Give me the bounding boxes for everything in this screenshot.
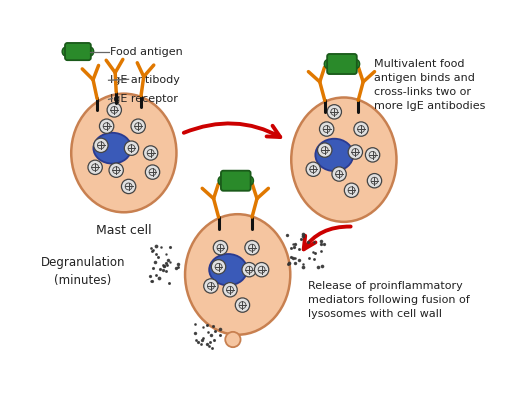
- Ellipse shape: [62, 47, 69, 56]
- Ellipse shape: [218, 176, 225, 185]
- Circle shape: [348, 145, 363, 159]
- Circle shape: [143, 146, 158, 160]
- Text: Degranulation
(minutes): Degranulation (minutes): [41, 256, 125, 287]
- Ellipse shape: [209, 254, 247, 285]
- Circle shape: [204, 279, 218, 293]
- Circle shape: [332, 167, 346, 181]
- Ellipse shape: [315, 139, 353, 171]
- FancyBboxPatch shape: [221, 171, 250, 191]
- Circle shape: [255, 263, 269, 277]
- Circle shape: [225, 332, 241, 347]
- FancyBboxPatch shape: [327, 54, 357, 74]
- Ellipse shape: [71, 94, 176, 212]
- Circle shape: [245, 241, 259, 255]
- Circle shape: [211, 260, 226, 274]
- Circle shape: [344, 183, 359, 197]
- Text: Multivalent food
antigen binds and
cross-links two or
more IgE antibodies: Multivalent food antigen binds and cross…: [374, 59, 486, 111]
- Circle shape: [100, 119, 114, 133]
- Text: Release of proinflammatory
mediators following fusion of
lysosomes with cell wal: Release of proinflammatory mediators fol…: [307, 281, 469, 319]
- Ellipse shape: [93, 133, 131, 163]
- Circle shape: [121, 179, 136, 194]
- Text: Mast cell: Mast cell: [96, 224, 152, 237]
- Circle shape: [354, 122, 368, 136]
- Circle shape: [320, 122, 334, 136]
- Ellipse shape: [324, 60, 331, 68]
- Circle shape: [367, 174, 382, 188]
- Circle shape: [131, 119, 145, 133]
- Ellipse shape: [353, 60, 360, 68]
- Circle shape: [93, 138, 108, 152]
- Text: Food antigen: Food antigen: [110, 46, 183, 57]
- Ellipse shape: [87, 47, 93, 56]
- Circle shape: [223, 283, 237, 297]
- Circle shape: [88, 160, 102, 174]
- Text: IgE receptor: IgE receptor: [110, 94, 178, 105]
- Circle shape: [235, 298, 249, 312]
- Circle shape: [306, 162, 321, 176]
- Text: IgE antibody: IgE antibody: [110, 75, 180, 85]
- Circle shape: [145, 165, 160, 179]
- Circle shape: [242, 263, 257, 277]
- Circle shape: [365, 148, 380, 162]
- Circle shape: [107, 103, 121, 117]
- Circle shape: [124, 141, 139, 155]
- Ellipse shape: [247, 176, 253, 185]
- Circle shape: [109, 163, 123, 177]
- Circle shape: [213, 241, 228, 255]
- Ellipse shape: [291, 97, 396, 222]
- Ellipse shape: [185, 214, 290, 335]
- Circle shape: [318, 143, 332, 157]
- Circle shape: [327, 105, 341, 119]
- FancyBboxPatch shape: [65, 43, 91, 60]
